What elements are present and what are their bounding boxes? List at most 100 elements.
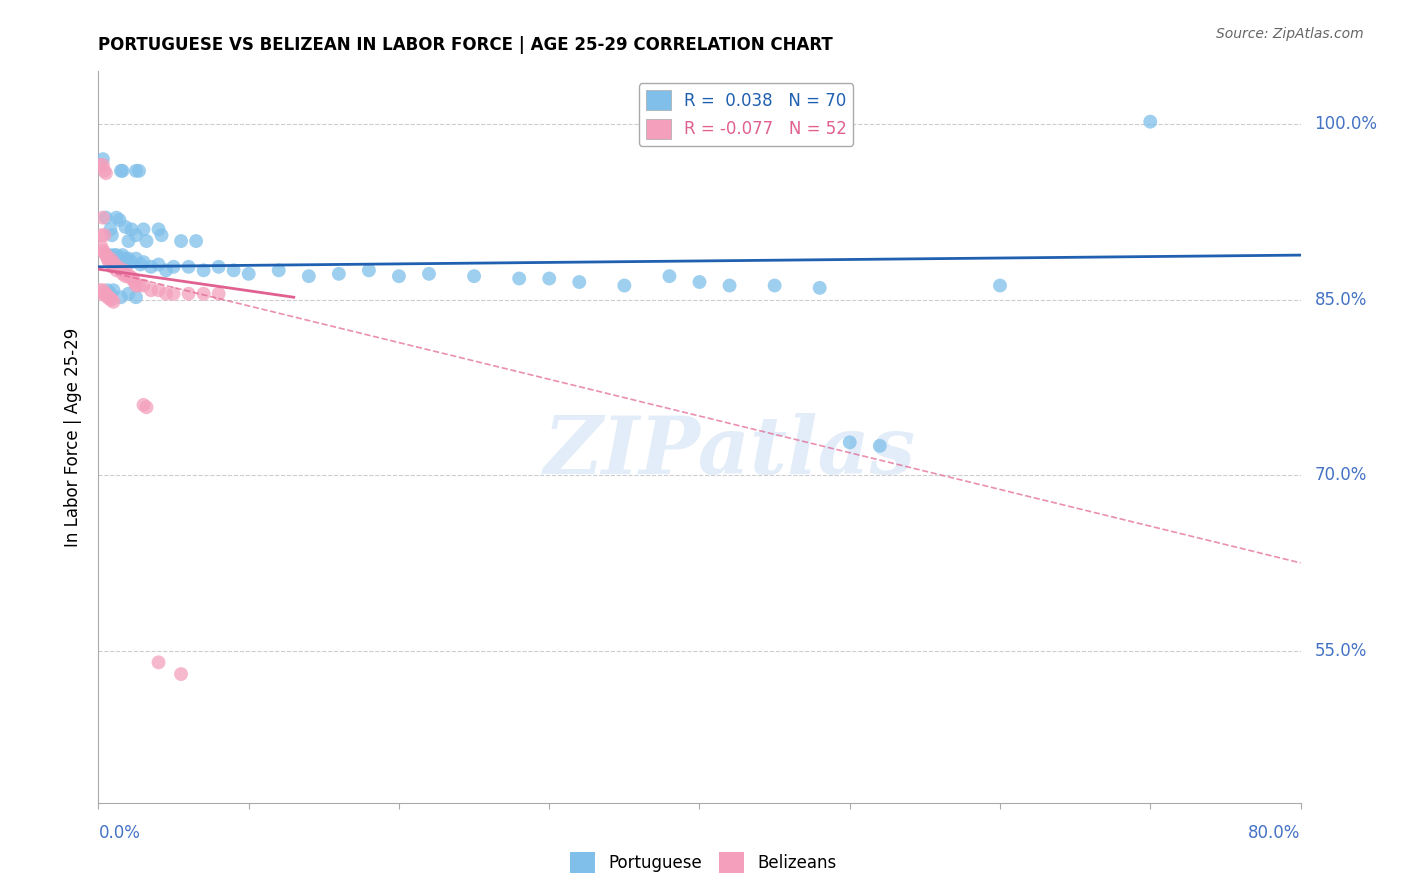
- Point: [100, 252, 122, 266]
- Point: [90, 228, 112, 243]
- Point: [121, 255, 143, 269]
- Point: [103, 255, 125, 269]
- Point: [162, 286, 184, 301]
- Point: [128, 164, 150, 178]
- Point: [148, 656, 170, 670]
- Point: [91, 283, 114, 297]
- Point: [177, 286, 200, 301]
- Point: [155, 263, 177, 277]
- Point: [148, 283, 170, 297]
- Point: [114, 219, 136, 234]
- Text: 0.0%: 0.0%: [98, 824, 141, 842]
- Point: [132, 278, 155, 293]
- Point: [97, 248, 120, 262]
- Point: [91, 158, 114, 172]
- Point: [208, 260, 231, 274]
- Point: [97, 290, 120, 304]
- Point: [508, 271, 530, 285]
- Point: [89, 158, 111, 172]
- Point: [763, 278, 786, 293]
- Point: [124, 275, 146, 289]
- Point: [129, 257, 152, 271]
- Y-axis label: In Labor Force | Age 25-29: In Labor Force | Age 25-29: [65, 327, 83, 547]
- Point: [94, 166, 117, 180]
- Point: [184, 234, 207, 248]
- Point: [111, 164, 134, 178]
- Point: [117, 269, 139, 284]
- Point: [103, 248, 125, 262]
- Point: [100, 286, 122, 301]
- Point: [388, 269, 411, 284]
- Point: [111, 248, 134, 262]
- Text: 80.0%: 80.0%: [1249, 824, 1301, 842]
- Point: [101, 257, 124, 271]
- Point: [121, 271, 143, 285]
- Point: [132, 398, 155, 412]
- Point: [94, 211, 117, 225]
- Point: [117, 252, 139, 266]
- Text: 85.0%: 85.0%: [1315, 291, 1367, 309]
- Point: [117, 286, 139, 301]
- Point: [125, 252, 148, 266]
- Point: [135, 401, 157, 415]
- Point: [125, 278, 148, 293]
- Point: [568, 275, 591, 289]
- Point: [96, 290, 118, 304]
- Point: [105, 248, 128, 262]
- Legend: R =  0.038   N = 70, R = -0.077   N = 52: R = 0.038 N = 70, R = -0.077 N = 52: [638, 83, 853, 145]
- Text: 70.0%: 70.0%: [1315, 467, 1367, 484]
- Point: [93, 164, 115, 178]
- Point: [91, 211, 114, 225]
- Point: [97, 255, 120, 269]
- Point: [108, 251, 131, 265]
- Point: [988, 278, 1011, 293]
- Point: [139, 283, 162, 297]
- Point: [104, 260, 127, 274]
- Point: [238, 267, 260, 281]
- Point: [869, 439, 891, 453]
- Point: [114, 252, 136, 266]
- Point: [170, 667, 193, 681]
- Point: [688, 275, 710, 289]
- Point: [170, 234, 193, 248]
- Point: [110, 290, 132, 304]
- Point: [838, 435, 860, 450]
- Point: [613, 278, 636, 293]
- Point: [93, 286, 115, 301]
- Point: [112, 263, 135, 277]
- Point: [90, 240, 112, 254]
- Point: [103, 283, 125, 297]
- Point: [101, 293, 124, 307]
- Point: [718, 278, 741, 293]
- Point: [135, 234, 157, 248]
- Point: [107, 260, 129, 274]
- Point: [222, 263, 245, 277]
- Text: ZIPatlas: ZIPatlas: [544, 413, 915, 491]
- Point: [93, 245, 115, 260]
- Point: [122, 271, 145, 285]
- Point: [105, 263, 128, 277]
- Point: [139, 260, 162, 274]
- Point: [90, 286, 112, 301]
- Point: [114, 269, 136, 284]
- Point: [150, 228, 173, 243]
- Point: [111, 267, 134, 281]
- Point: [328, 267, 350, 281]
- Point: [110, 263, 132, 277]
- Point: [132, 255, 155, 269]
- Point: [658, 269, 681, 284]
- Point: [91, 244, 114, 258]
- Point: [128, 278, 150, 293]
- Point: [193, 286, 215, 301]
- Point: [125, 164, 148, 178]
- Point: [100, 222, 122, 236]
- Text: 55.0%: 55.0%: [1315, 641, 1367, 660]
- Point: [93, 228, 115, 243]
- Point: [162, 260, 184, 274]
- Point: [118, 269, 141, 284]
- Point: [463, 269, 485, 284]
- Point: [121, 222, 143, 236]
- Point: [357, 263, 380, 277]
- Point: [100, 293, 122, 307]
- Point: [94, 286, 117, 301]
